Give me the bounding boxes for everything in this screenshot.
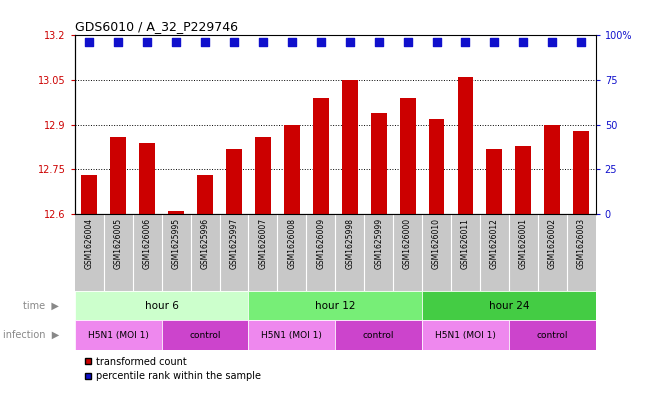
Text: GSM1626005: GSM1626005 [114,218,123,269]
Bar [168,211,184,214]
Text: GSM1626011: GSM1626011 [461,218,470,269]
Point [84,39,94,45]
Text: infection  ▶: infection ▶ [3,330,59,340]
Point [258,39,268,45]
Text: hour 12: hour 12 [315,301,355,310]
Text: control: control [536,331,568,340]
Text: GSM1626000: GSM1626000 [403,218,412,269]
Bar [161,320,249,350]
Bar [139,143,155,214]
Bar [255,137,271,214]
Point [142,39,152,45]
Text: GSM1626004: GSM1626004 [85,218,94,269]
Bar [400,98,415,214]
Text: GSM1626001: GSM1626001 [519,218,528,269]
Text: hour 24: hour 24 [489,301,529,310]
Bar [249,320,335,350]
Bar [422,320,509,350]
Bar [342,80,357,214]
Point [489,39,499,45]
Text: GSM1626010: GSM1626010 [432,218,441,269]
Text: GSM1626009: GSM1626009 [316,218,326,269]
Point [576,39,587,45]
Text: control: control [363,331,395,340]
Legend: transformed count, percentile rank within the sample: transformed count, percentile rank withi… [79,353,265,385]
Text: H5N1 (MOI 1): H5N1 (MOI 1) [262,331,322,340]
Bar [370,113,387,214]
Text: GSM1626007: GSM1626007 [258,218,268,269]
Bar [226,149,242,214]
Bar [574,131,589,214]
Bar [75,320,161,350]
Bar [313,98,329,214]
Bar [75,291,249,320]
Text: GSM1625997: GSM1625997 [230,218,238,269]
Point [547,39,557,45]
Point [286,39,297,45]
Point [402,39,413,45]
Text: GSM1626006: GSM1626006 [143,218,152,269]
Bar [486,149,503,214]
Point [229,39,239,45]
Text: control: control [189,331,221,340]
Point [518,39,529,45]
Point [200,39,210,45]
Bar [422,291,596,320]
Text: H5N1 (MOI 1): H5N1 (MOI 1) [88,331,148,340]
Text: GSM1626002: GSM1626002 [547,218,557,269]
Bar [458,77,473,214]
Bar [544,125,561,214]
Bar [110,137,126,214]
Point [171,39,182,45]
Text: GSM1625996: GSM1625996 [201,218,210,269]
Bar [516,146,531,214]
Text: hour 6: hour 6 [145,301,178,310]
Bar [81,175,97,214]
Text: GSM1626003: GSM1626003 [577,218,586,269]
Point [316,39,326,45]
Point [374,39,384,45]
Point [460,39,471,45]
Text: time  ▶: time ▶ [23,301,59,310]
Text: GSM1625998: GSM1625998 [345,218,354,269]
Bar [335,320,422,350]
Text: GSM1626008: GSM1626008 [287,218,296,269]
Text: GDS6010 / A_32_P229746: GDS6010 / A_32_P229746 [75,20,238,33]
Point [344,39,355,45]
Bar [249,291,422,320]
Text: GSM1625995: GSM1625995 [172,218,180,269]
Text: GSM1625999: GSM1625999 [374,218,383,269]
Text: H5N1 (MOI 1): H5N1 (MOI 1) [435,331,496,340]
Bar [509,320,596,350]
Bar [284,125,300,214]
Point [432,39,442,45]
Text: GSM1626012: GSM1626012 [490,218,499,269]
Bar [428,119,445,214]
Bar [197,175,213,214]
Point [113,39,124,45]
